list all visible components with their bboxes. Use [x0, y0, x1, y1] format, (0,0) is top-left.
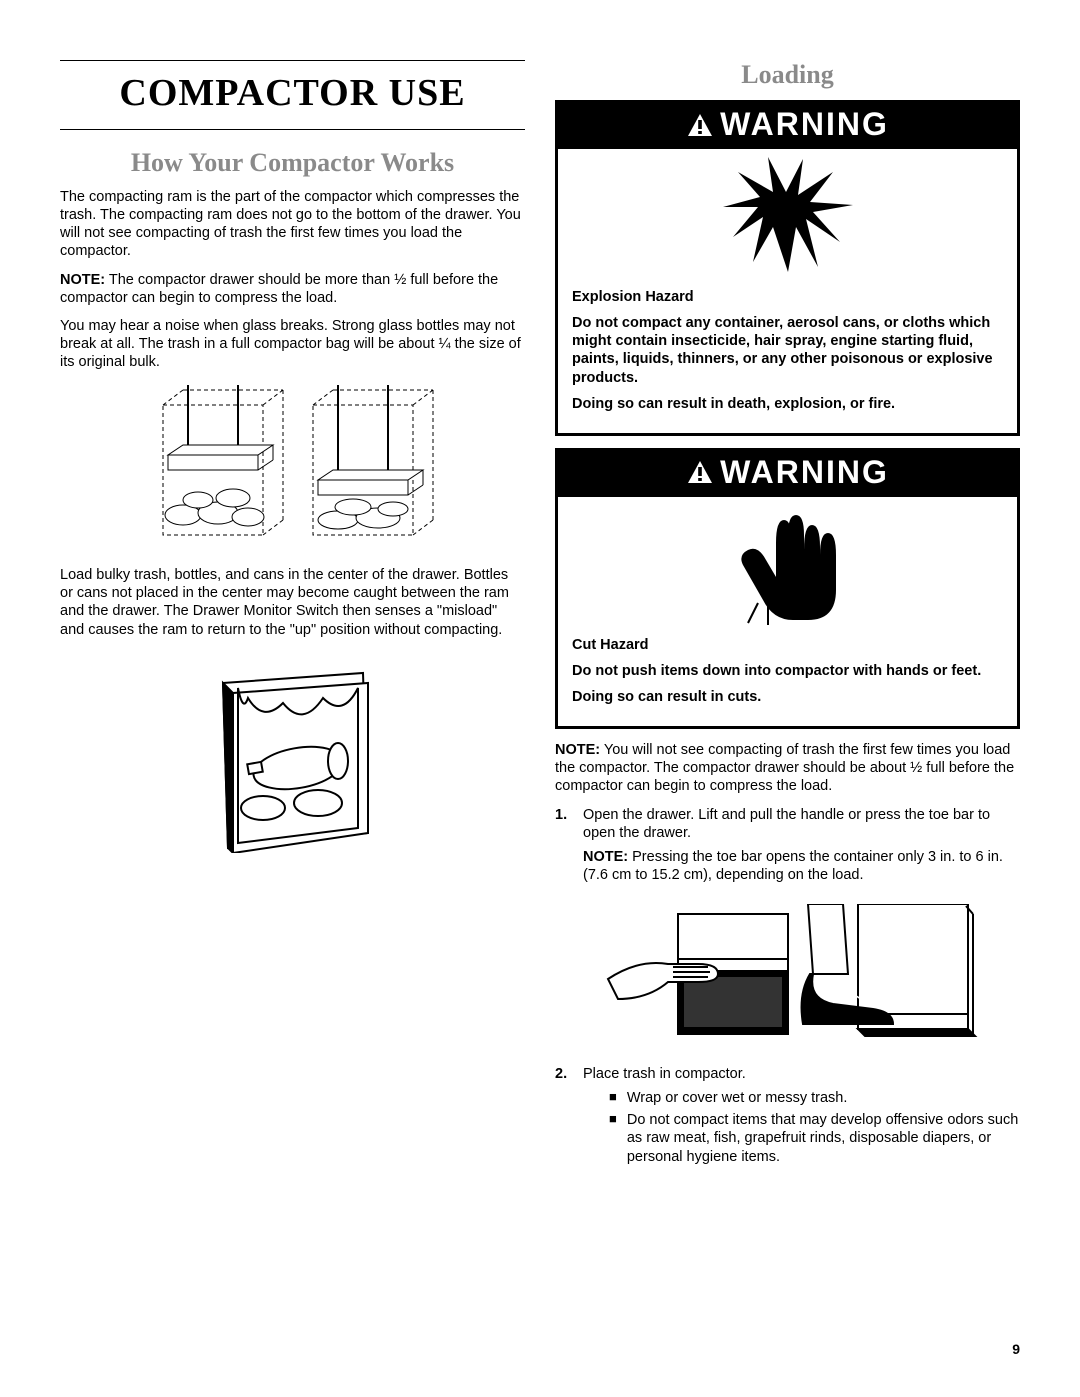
bullet-item: ■ Do not compact items that may develop … — [609, 1111, 1020, 1165]
bullet-list: ■ Wrap or cover wet or messy trash. ■ Do… — [609, 1089, 1020, 1166]
bullet-text: Wrap or cover wet or messy trash. — [627, 1089, 848, 1107]
warning-cut: WARNING Cut Hazard Do not push items dow… — [555, 448, 1020, 729]
hazard-text: Doing so can result in death, explosion,… — [572, 395, 1003, 413]
left-column: COMPACTOR USE How Your Compactor Works T… — [60, 60, 525, 1176]
alert-triangle-icon — [686, 112, 714, 138]
step-content: Open the drawer. Lift and pull the handl… — [583, 806, 1020, 891]
bullet-text: Do not compact items that may develop of… — [627, 1111, 1020, 1165]
explosion-icon — [558, 149, 1017, 288]
figure-drawer-trash — [60, 653, 525, 858]
note-label: NOTE: — [60, 272, 105, 288]
section-heading-loading: Loading — [555, 60, 1020, 90]
hand-icon — [558, 497, 1017, 636]
paragraph: You may hear a noise when glass breaks. … — [60, 317, 525, 371]
step-number: 2. — [555, 1065, 573, 1170]
step-item: 1. Open the drawer. Lift and pull the ha… — [555, 806, 1020, 891]
warning-header: WARNING — [558, 451, 1017, 497]
step-note: NOTE: Pressing the toe bar opens the con… — [583, 848, 1020, 884]
bullet-icon: ■ — [609, 1111, 617, 1165]
warning-label: WARNING — [720, 106, 889, 143]
paragraph: Load bulky trash, bottles, and cans in t… — [60, 566, 525, 639]
note-text: You will not see compacting of trash the… — [555, 742, 1014, 794]
hazard-text: Doing so can result in cuts. — [572, 688, 1003, 706]
main-title: COMPACTOR USE — [60, 60, 525, 130]
warning-header: WARNING — [558, 103, 1017, 149]
note-text: The compactor drawer should be more than… — [60, 272, 498, 306]
step-item: 2. Place trash in compactor. ■ Wrap or c… — [555, 1065, 1020, 1170]
figure-open-drawer — [555, 904, 1020, 1049]
note-text: Pressing the toe bar opens the container… — [583, 849, 1003, 883]
right-column: Loading WARNING Explosion Hazard Do not … — [555, 60, 1020, 1176]
bullet-item: ■ Wrap or cover wet or messy trash. — [609, 1089, 1020, 1107]
paragraph: The compacting ram is the part of the co… — [60, 188, 525, 261]
warning-label: WARNING — [720, 454, 889, 491]
figure-ram-diagram — [60, 385, 525, 550]
step-content: Place trash in compactor. ■ Wrap or cove… — [583, 1065, 1020, 1170]
alert-triangle-icon — [686, 459, 714, 485]
steps-list: 1. Open the drawer. Lift and pull the ha… — [555, 806, 1020, 891]
page-number: 9 — [1012, 1341, 1020, 1357]
warning-explosion: WARNING Explosion Hazard Do not compact … — [555, 100, 1020, 436]
warning-body: Explosion Hazard Do not compact any cont… — [558, 288, 1017, 433]
manual-page: COMPACTOR USE How Your Compactor Works T… — [0, 0, 1080, 1216]
hazard-title: Cut Hazard — [572, 636, 1003, 654]
section-heading-how-works: How Your Compactor Works — [60, 148, 525, 178]
bullet-icon: ■ — [609, 1089, 617, 1107]
step-text: Open the drawer. Lift and pull the handl… — [583, 806, 1020, 842]
step-number: 1. — [555, 806, 573, 891]
note-label: NOTE: — [583, 849, 628, 865]
hazard-title: Explosion Hazard — [572, 288, 1003, 306]
note-label: NOTE: — [555, 742, 600, 758]
hazard-text: Do not compact any container, aerosol ca… — [572, 314, 1003, 387]
hazard-text: Do not push items down into compactor wi… — [572, 662, 1003, 680]
warning-body: Cut Hazard Do not push items down into c… — [558, 636, 1017, 726]
note-paragraph: NOTE: You will not see compacting of tra… — [555, 741, 1020, 795]
steps-list: 2. Place trash in compactor. ■ Wrap or c… — [555, 1065, 1020, 1170]
step-text: Place trash in compactor. — [583, 1065, 1020, 1083]
note-paragraph: NOTE: The compactor drawer should be mor… — [60, 271, 525, 307]
